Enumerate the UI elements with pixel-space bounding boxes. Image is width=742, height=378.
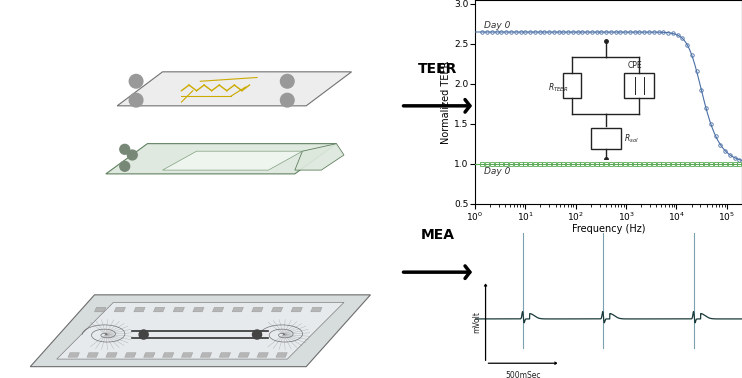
Polygon shape: [144, 353, 155, 357]
Circle shape: [128, 150, 137, 160]
X-axis label: Frequency (Hz): Frequency (Hz): [571, 224, 646, 234]
Circle shape: [129, 74, 143, 88]
Circle shape: [280, 74, 294, 88]
Polygon shape: [162, 353, 174, 357]
Polygon shape: [94, 307, 106, 312]
Polygon shape: [117, 72, 352, 106]
Polygon shape: [291, 307, 303, 312]
Text: TEER: TEER: [418, 62, 458, 76]
Text: mVolt: mVolt: [473, 311, 482, 333]
Polygon shape: [87, 353, 98, 357]
Polygon shape: [257, 353, 269, 357]
Polygon shape: [56, 302, 344, 359]
Polygon shape: [125, 353, 136, 357]
Circle shape: [139, 330, 148, 339]
Polygon shape: [219, 353, 231, 357]
Text: Day 0: Day 0: [484, 167, 510, 175]
Polygon shape: [212, 307, 224, 312]
Y-axis label: Normalized TEER: Normalized TEER: [441, 60, 451, 144]
Text: Day 0: Day 0: [484, 21, 510, 30]
Circle shape: [129, 93, 143, 107]
Polygon shape: [162, 151, 303, 170]
Polygon shape: [68, 353, 79, 357]
Polygon shape: [134, 307, 145, 312]
Text: MEA: MEA: [421, 228, 455, 242]
Polygon shape: [30, 295, 370, 367]
Polygon shape: [232, 307, 243, 312]
Polygon shape: [106, 353, 117, 357]
Polygon shape: [173, 307, 185, 312]
Circle shape: [119, 144, 130, 154]
Polygon shape: [276, 353, 287, 357]
Text: 500mSec: 500mSec: [505, 370, 541, 378]
Circle shape: [280, 93, 294, 107]
Polygon shape: [193, 307, 204, 312]
Polygon shape: [200, 353, 211, 357]
Polygon shape: [106, 144, 336, 174]
Circle shape: [252, 330, 262, 339]
Polygon shape: [272, 307, 283, 312]
Polygon shape: [154, 307, 165, 312]
Polygon shape: [238, 353, 249, 357]
Circle shape: [119, 161, 130, 171]
Polygon shape: [295, 144, 344, 170]
Polygon shape: [114, 307, 125, 312]
Polygon shape: [252, 307, 263, 312]
Polygon shape: [311, 307, 322, 312]
Polygon shape: [182, 353, 193, 357]
